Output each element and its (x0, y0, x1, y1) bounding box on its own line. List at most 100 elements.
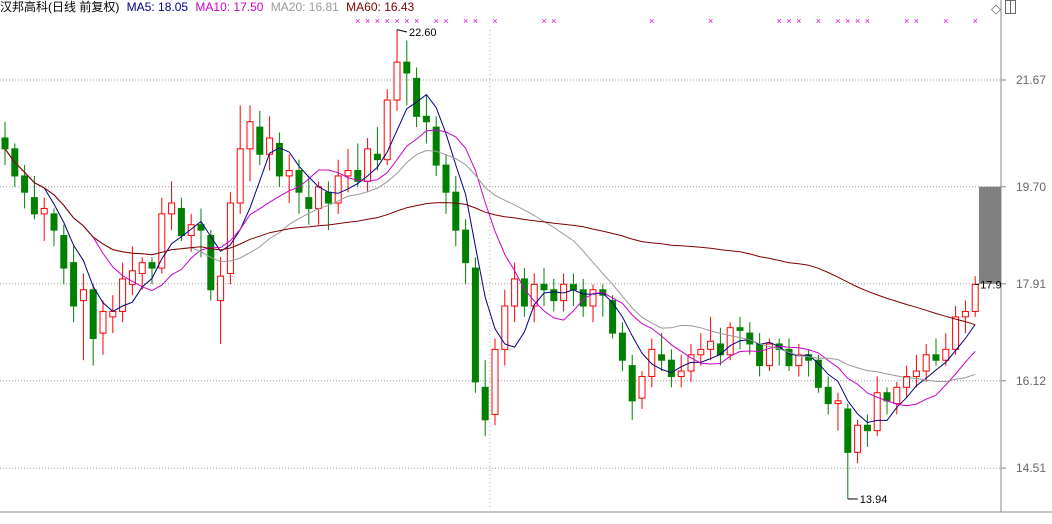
signal-mark: × (404, 16, 409, 26)
signal-mark: × (914, 16, 919, 26)
chart-legend: 汉邦高科(日线 前复权) MA5: 18.05 MA10: 17.50 MA20… (0, 0, 418, 14)
candle-body (60, 235, 68, 269)
signal-mark: × (796, 16, 801, 26)
candle-body (785, 348, 793, 367)
candle-body (481, 386, 489, 421)
candle-body (589, 289, 597, 307)
candle-body (50, 213, 58, 231)
signal-mark: × (473, 16, 478, 26)
candle-body (413, 77, 421, 117)
candle-body (912, 370, 920, 377)
candle-body (168, 202, 176, 215)
candle-body (903, 375, 911, 388)
annotation-label: 13.94 (860, 494, 888, 506)
candle-body (550, 289, 558, 302)
signal-mark: × (855, 16, 860, 26)
candle-body (716, 343, 724, 356)
candle-body (217, 275, 225, 302)
signal-mark: × (865, 16, 870, 26)
candle-body (961, 310, 969, 318)
signal-mark: × (434, 16, 439, 26)
signal-mark: × (394, 16, 399, 26)
candle-body (89, 289, 97, 340)
candle-body (79, 289, 87, 302)
candle-body (765, 343, 773, 367)
signal-mark: × (443, 16, 448, 26)
candle-body (834, 400, 842, 405)
candle-body (873, 392, 881, 432)
candle-body (569, 283, 577, 291)
candle-body (334, 175, 342, 204)
candle-body (275, 142, 283, 177)
y-tick-label: 19.70 (1016, 180, 1046, 194)
ma10-value: MA10: 17.50 (195, 0, 264, 14)
signal-mark: × (943, 16, 948, 26)
ma60-line (4, 148, 976, 326)
candle-body (491, 348, 499, 415)
annotation-label: 22.60 (409, 27, 437, 39)
annotation-arrow (396, 29, 408, 33)
candle-body (119, 278, 127, 312)
candle-body (697, 348, 705, 356)
candle-body (756, 343, 764, 367)
diamond-icon[interactable]: ◇ (991, 1, 1001, 16)
candle-body (226, 202, 234, 274)
price-range-box (979, 186, 1001, 284)
candle-body (393, 61, 401, 101)
candle-body (707, 340, 715, 350)
signal-mark: × (973, 16, 978, 26)
candle-body (21, 175, 29, 193)
annotation-label: 17.9 (980, 279, 1001, 291)
candle-body (609, 300, 617, 334)
candle-body (932, 354, 940, 361)
signal-mark: × (708, 16, 713, 26)
candle-body (30, 197, 38, 215)
signal-mark: × (777, 16, 782, 26)
candle-body (177, 207, 185, 237)
candle-body (70, 262, 78, 307)
candle-body (893, 386, 901, 405)
candle-body (422, 115, 430, 123)
y-tick-label: 16.12 (1016, 374, 1046, 388)
candle-body (432, 126, 440, 166)
candle-body (295, 170, 303, 193)
signal-mark: × (551, 16, 556, 26)
candle-body (824, 386, 832, 405)
candle-body (638, 375, 646, 399)
candle-body (99, 310, 107, 334)
candle-body (618, 332, 626, 361)
candle-body (736, 327, 744, 331)
candle-body (863, 424, 871, 432)
candle-body (109, 310, 117, 318)
chart-tools: ◇ (987, 0, 1016, 16)
candle-body (236, 148, 244, 204)
candle-body (187, 224, 195, 237)
candle-body (795, 354, 803, 367)
candle-body (158, 213, 166, 269)
candle-body (285, 170, 293, 177)
candle-body (854, 424, 862, 453)
candle-body (315, 186, 323, 209)
candle-body (501, 305, 509, 350)
candle-body (462, 229, 470, 264)
signal-mark: × (845, 16, 850, 26)
candle-body (942, 348, 950, 361)
signal-mark: × (463, 16, 468, 26)
signal-mark: × (414, 16, 419, 26)
ma10-line (4, 129, 976, 407)
signal-mark: × (492, 16, 497, 26)
candle-body (667, 359, 675, 377)
candle-body (844, 408, 852, 453)
signal-mark: × (786, 16, 791, 26)
candle-body (305, 197, 313, 209)
candle-body (746, 332, 754, 345)
ma20-value: MA20: 16.81 (270, 0, 339, 14)
candle-body (246, 121, 254, 150)
candle-body (726, 327, 734, 356)
candle-body (373, 153, 381, 161)
candle-body (344, 170, 352, 177)
candle-body (383, 99, 391, 161)
signal-mark: × (365, 16, 370, 26)
panel-toggle-icon[interactable] (1005, 0, 1016, 14)
candle-body (403, 61, 411, 74)
